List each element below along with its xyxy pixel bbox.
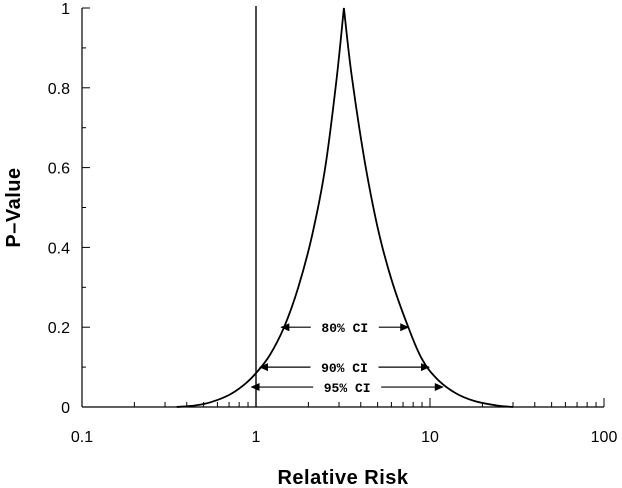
y-axis-label: P–Value [3, 167, 25, 247]
ci-arrowhead-right [421, 363, 430, 372]
annotation-layer: 80% CI 90% CI 95% CI [250, 321, 444, 396]
ci-arrowhead-left [250, 383, 260, 392]
y-tick-label-0-6: 0.6 [48, 161, 70, 178]
ci-annotation-80-ci: 80% CI [280, 321, 410, 336]
x-tick-label-100: 100 [591, 429, 618, 446]
ci-label: 95% CI [324, 381, 371, 396]
ci-annotation-90-ci: 90% CI [258, 361, 430, 376]
ci-label: 90% CI [321, 361, 368, 376]
y-tick-label-0-4: 0.4 [48, 240, 70, 257]
ci-label: 80% CI [321, 321, 368, 336]
ci-arrowhead-left [258, 363, 268, 372]
y-tick-label-0: 0 [61, 400, 70, 417]
axes-layer: 0 0.2 0.4 0.6 0.8 1 0.1 1 10 100 [48, 1, 618, 446]
y-tick-label-0-2: 0.2 [48, 320, 70, 337]
ci-arrowhead-left [280, 323, 290, 332]
x-tick-label-0-1: 0.1 [71, 429, 93, 446]
ci-arrowhead-right [434, 383, 444, 392]
p-value-curve-0 [176, 7, 514, 408]
ci-arrowhead-right [400, 323, 410, 332]
y-tick-label-1: 1 [61, 1, 70, 18]
x-tick-label-1: 1 [252, 429, 261, 446]
label-layer: Relative Risk P–Value [3, 167, 408, 488]
y-tick-label-0-8: 0.8 [48, 81, 70, 98]
x-axis-label: Relative Risk [277, 467, 408, 488]
x-tick-label-10: 10 [421, 429, 439, 446]
series-layer [176, 6, 514, 408]
ci-annotation-95-ci: 95% CI [250, 381, 444, 396]
